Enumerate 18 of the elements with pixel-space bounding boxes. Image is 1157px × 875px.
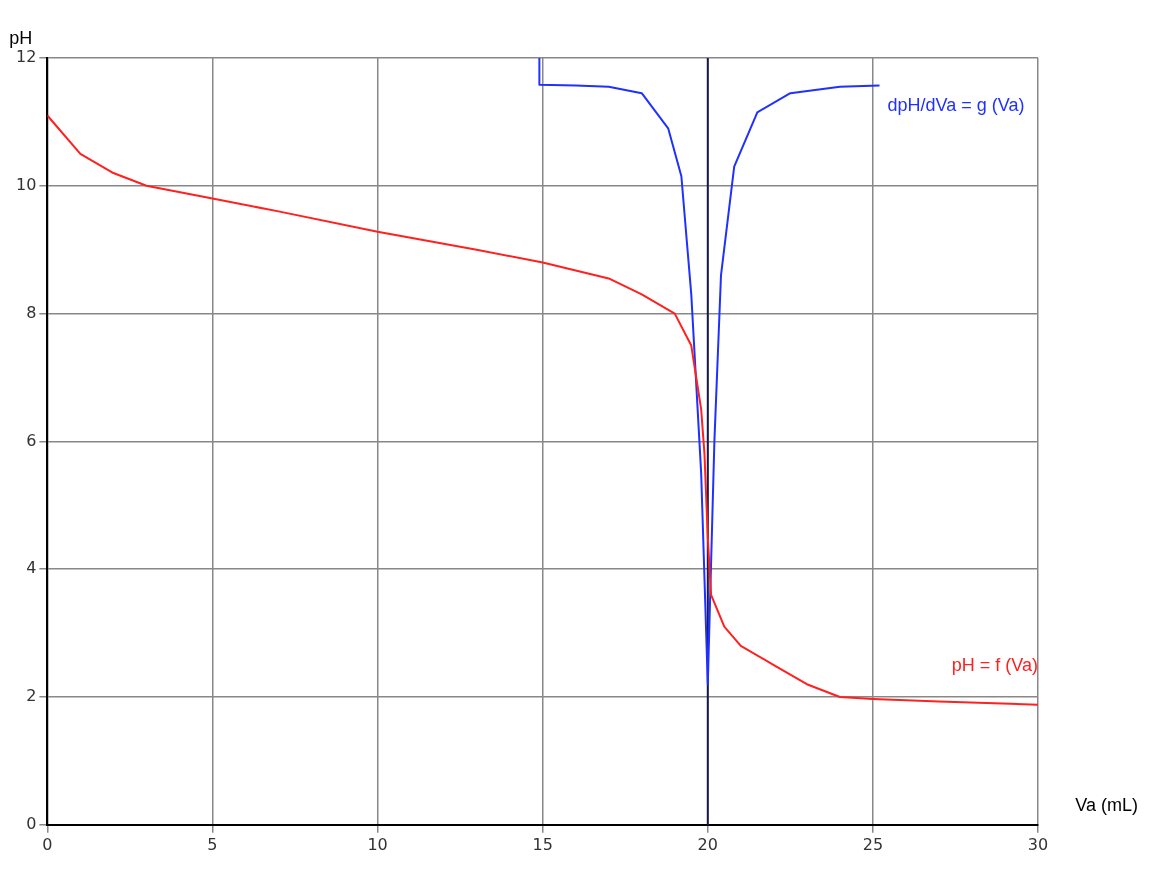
x-axis-title: Va (mL) <box>1075 794 1138 815</box>
x-tick-label: 5 <box>207 834 218 854</box>
series-label: pH = f (Va) <box>951 654 1039 675</box>
x-tick-label: 10 <box>367 834 388 854</box>
y-tick-label: 0 <box>26 813 37 833</box>
y-tick-label: 8 <box>26 302 37 322</box>
x-tick-label: 0 <box>42 834 53 854</box>
y-tick-label: 12 <box>16 47 37 67</box>
y-tick-label: 2 <box>26 686 37 706</box>
series-label: dpH/dVa = g (Va) <box>887 95 1025 116</box>
y-tick-label: 10 <box>16 174 37 194</box>
x-tick-label: 20 <box>697 834 718 854</box>
x-tick-label: 25 <box>862 834 884 854</box>
y-tick-label: 6 <box>26 430 37 450</box>
x-tick-label: 15 <box>532 834 553 854</box>
x-tick-label: 30 <box>1027 834 1049 854</box>
y-tick-label: 4 <box>26 558 37 578</box>
y-axis-title: pH <box>9 27 33 48</box>
